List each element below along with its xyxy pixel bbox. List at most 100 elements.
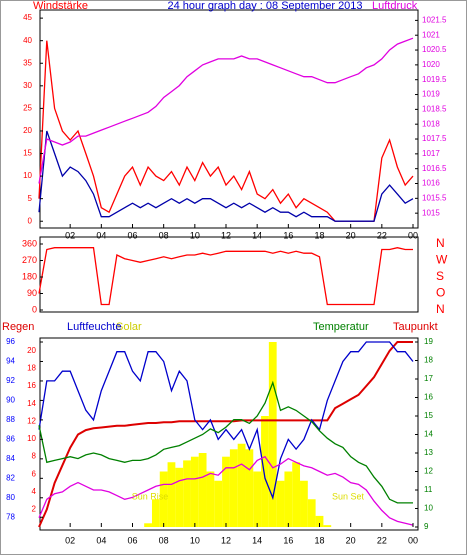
series-line (38, 455, 414, 526)
x-tick-label: 00 (408, 535, 418, 545)
y-tick-label: 1020 (422, 60, 440, 69)
solar-bar (175, 467, 184, 527)
x-tick-label: 08 (159, 230, 169, 240)
y-tick-label: 11 (424, 485, 433, 494)
y-tick-label: 86 (6, 434, 15, 443)
solar-bar (276, 480, 285, 527)
y-tick-label: 270 (22, 255, 37, 265)
y-tick-label: 12 (424, 467, 433, 476)
y-tick-label: 13 (424, 448, 433, 457)
x-tick-label: 12 (221, 535, 231, 545)
solar-bar (284, 471, 293, 527)
solar-bar (245, 449, 254, 527)
x-tick-label: 10 (190, 535, 200, 545)
y-tick-label: 10 (424, 504, 433, 513)
y-tick-label: 360 (22, 238, 37, 248)
solar-bar (253, 471, 262, 527)
solar-bar (222, 456, 230, 527)
solar-bar (307, 499, 316, 527)
y-tick-label: 16 (27, 381, 36, 390)
y-tick-label: 1020.5 (422, 45, 447, 54)
y-tick-label: N (436, 302, 445, 316)
y-tick-label: 17 (424, 374, 433, 383)
y-tick-label: 84 (6, 454, 15, 463)
y-tick-label: 14 (27, 399, 36, 408)
chart-title: 24 hour graph day : 08 September 2013 (167, 0, 362, 12)
y-tick-label: 18 (27, 364, 36, 373)
y-tick-label: 92 (6, 376, 15, 385)
y-tick-label: 15 (23, 149, 32, 158)
series-label: Solar (116, 321, 142, 333)
series-line (38, 380, 413, 504)
y-tick-label: 14 (424, 430, 433, 439)
y-tick-label: 0 (32, 304, 37, 314)
solar-bar (237, 443, 246, 527)
series-line (38, 130, 414, 222)
solar-bar (300, 480, 308, 527)
series-label: Luftfeuchte (67, 321, 121, 333)
series-line (38, 247, 413, 306)
y-tick-label: 0 (28, 216, 33, 225)
y-tick-label: 20 (23, 126, 32, 135)
x-tick-label: 14 (252, 230, 262, 240)
x-tick-label: 22 (377, 230, 387, 240)
solar-bar (159, 471, 168, 527)
y-tick-label: 94 (6, 357, 15, 366)
y-tick-label: 25 (23, 104, 32, 113)
solar-bar (190, 456, 199, 527)
y-tick-label: 40 (23, 36, 32, 45)
y-tick-label: O (436, 286, 445, 300)
y-tick-label: 18 (424, 356, 433, 365)
y-tick-label: 90 (27, 288, 37, 298)
y-tick-label: 30 (23, 81, 32, 90)
x-tick-label: 18 (314, 535, 324, 545)
y-tick-label: W (436, 253, 448, 267)
y-tick-label: 10 (23, 171, 32, 180)
x-tick-label: 02 (65, 535, 75, 545)
annotation: Sun Set (332, 491, 365, 501)
y-tick-label: 1021 (422, 30, 440, 39)
y-tick-label: 15 (424, 411, 433, 420)
y-tick-label: 1019.5 (422, 75, 447, 84)
y-tick-label: 1015.5 (422, 193, 447, 202)
y-tick-label: 5 (28, 194, 33, 203)
series-label: Taupunkt (393, 321, 438, 333)
x-tick-label: 20 (346, 230, 356, 240)
y-tick-label: 2 (32, 504, 37, 513)
x-tick-label: 10 (190, 230, 200, 240)
y-tick-label: 12 (27, 416, 36, 425)
y-tick-label: 20 (27, 346, 36, 355)
solar-bar (214, 480, 223, 527)
series-label: Temperatur (313, 321, 369, 333)
series-line (38, 341, 413, 528)
x-tick-label: 22 (377, 535, 387, 545)
series-label: Regen (2, 321, 34, 333)
solar-bar (268, 342, 277, 527)
y-tick-label: 1021.5 (422, 15, 447, 24)
x-tick-label: 04 (96, 230, 106, 240)
y-tick-label: 1015 (422, 208, 440, 217)
y-axis-label: Windstärke (33, 0, 88, 12)
y-tick-label: 78 (6, 512, 15, 521)
solar-bar (323, 525, 332, 527)
y-tick-label: 90 (6, 396, 15, 405)
y-tick-label: 1018.5 (422, 104, 447, 113)
y-tick-label: 88 (6, 415, 15, 424)
y-tick-label: 8 (32, 452, 37, 461)
x-tick-label: 18 (314, 230, 324, 240)
x-tick-label: 04 (96, 535, 106, 545)
x-tick-label: 08 (159, 535, 169, 545)
y-tick-label: 1017.5 (422, 134, 447, 143)
series-line (38, 341, 414, 501)
y-tick-label: 80 (6, 493, 15, 502)
x-tick-label: 16 (283, 535, 293, 545)
wind-panel (39, 9, 419, 229)
direction-panel (39, 236, 419, 313)
solar-bar (206, 471, 215, 527)
y-tick-label: 1017 (422, 149, 440, 158)
y-tick-label: 45 (23, 13, 32, 22)
solar-bar (315, 515, 324, 527)
y-tick-label: 96 (6, 337, 15, 346)
x-tick-label: 12 (221, 230, 231, 240)
x-tick-label: 16 (283, 230, 293, 240)
